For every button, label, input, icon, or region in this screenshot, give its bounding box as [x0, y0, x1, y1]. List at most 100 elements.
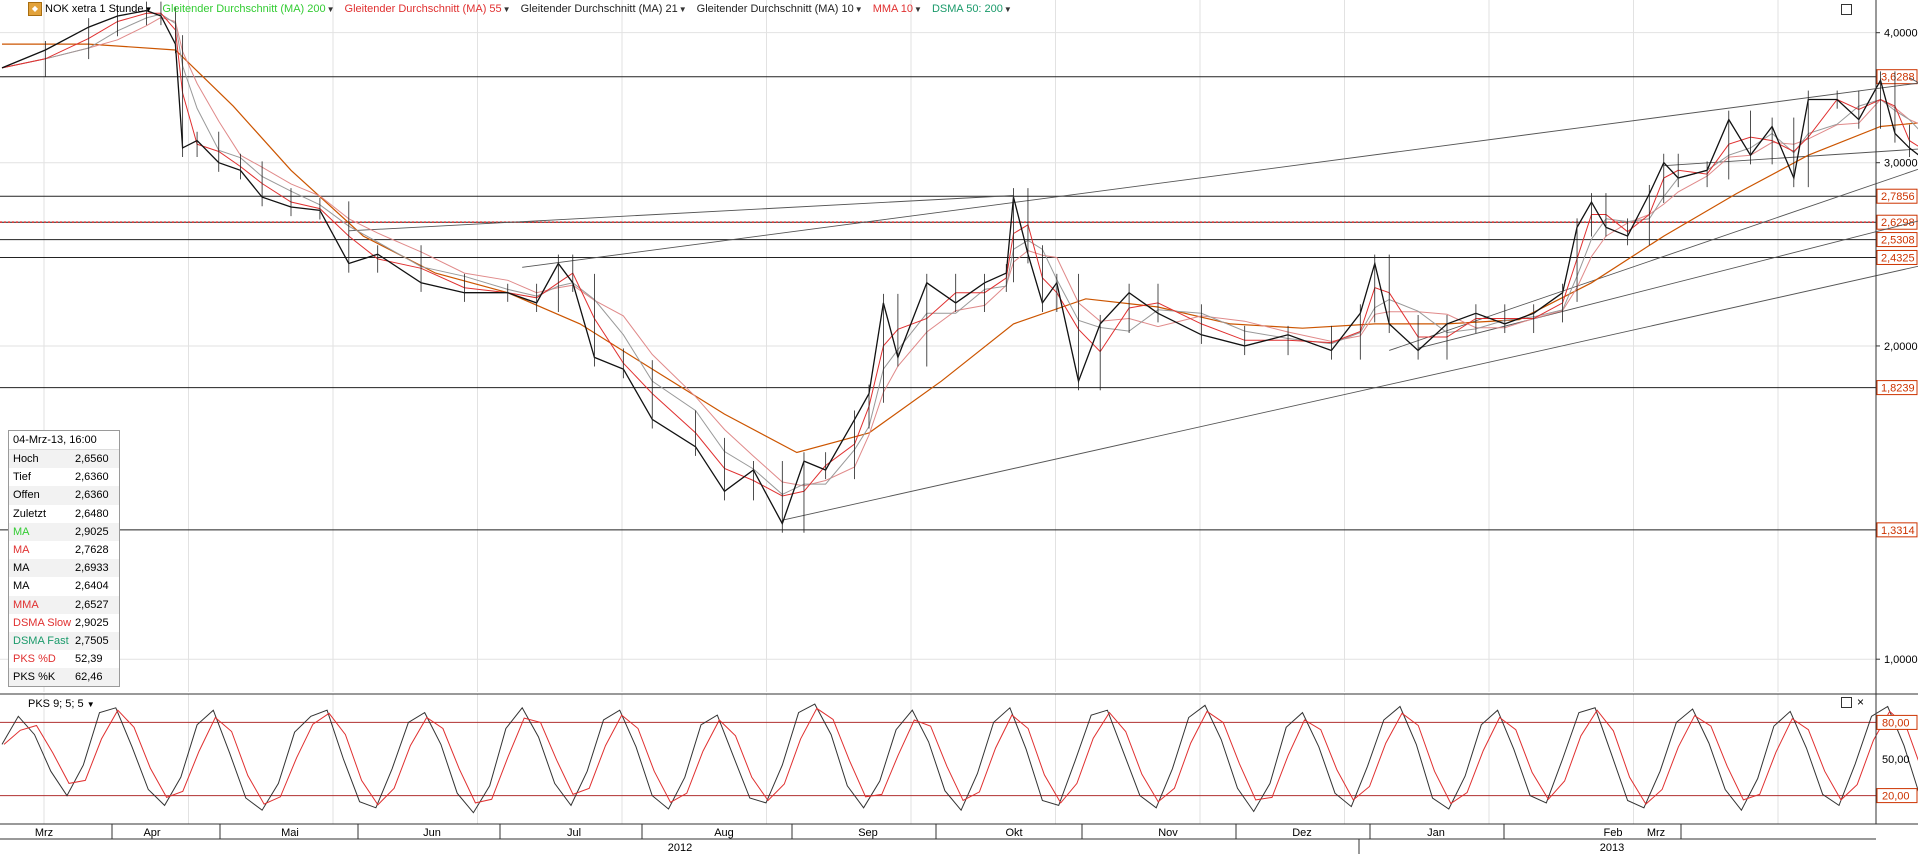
horizontal-levels: 3,6288 2,7856 2,6298 2,5308 2,4325 1,8239 1,33…: [0, 69, 1918, 538]
info-row-value: 2,6360: [75, 471, 109, 484]
info-row-label: MA: [13, 580, 30, 593]
x-tick-label: Jan: [1427, 827, 1445, 839]
info-row: MA 2,6933: [9, 559, 119, 578]
info-row: Tief 2,6360: [9, 468, 119, 486]
year-label: 2012: [668, 842, 692, 854]
level-label: 1,3314: [1881, 525, 1915, 537]
level-label-box: [1876, 188, 1918, 204]
info-row: Offen 2,6360: [9, 486, 119, 505]
pks-tick-box: [1876, 714, 1918, 730]
symbol-selector[interactable]: NOK xetra 1 Stunde▼: [45, 3, 152, 15]
ohlc-info-box: 04-Mrz-13, 16:00 Hoch 2,6560 Tief 2,6360 Off…: [8, 430, 120, 688]
level-label: 1,8239: [1881, 383, 1915, 395]
level-label: 3,6288: [1881, 72, 1915, 84]
year-label: 2013: [1600, 842, 1624, 854]
level-label: 2,7856: [1881, 191, 1915, 203]
symbol-label: NOK: [45, 3, 69, 15]
info-row-value: 2,6527: [75, 598, 109, 611]
y-tick-label: 4,0000: [1884, 28, 1918, 40]
trend-line: [1417, 220, 1918, 349]
x-tick-label: Apr: [143, 827, 160, 839]
pks-oscillator: [0, 693, 1918, 814]
chevron-down-icon: ▼: [144, 5, 153, 14]
indicator-label: Gleitender Durchschnitt (MA) 10: [696, 3, 854, 15]
info-row: DSMA Fast 2,7505: [9, 631, 119, 651]
info-row-value: 2,6560: [75, 453, 109, 465]
info-row-value: 2,6933: [75, 562, 109, 575]
level-label-box: [1876, 69, 1918, 85]
chevron-down-icon: ▼: [1003, 5, 1012, 14]
info-row: MA 2,7628: [9, 541, 119, 559]
info-row: Zuletzt 2,6480: [9, 505, 119, 523]
level-label-box: [1876, 380, 1918, 396]
level-label-box: [1876, 249, 1918, 265]
info-row-label: DSMA Fast: [13, 634, 69, 647]
pks-tick-box: [1876, 788, 1918, 804]
info-row-value: 52,39: [75, 653, 103, 666]
app-logo-icon: ◆: [28, 2, 42, 16]
indicator-items: Gleitender Durchschnitt (MA) 200▼ Gleiten…: [162, 3, 1021, 15]
info-row-value: 2,9025: [75, 525, 109, 538]
indicator-item[interactable]: Gleitender Durchschnitt (MA) 10▼: [697, 3, 863, 15]
info-row: PKS %K 62,46: [9, 668, 119, 687]
info-row: Hoch 2,6560: [9, 450, 119, 469]
indicator-legend: ◆ NOK xetra 1 Stunde▼ Gleitender Durchsc…: [0, 0, 1022, 18]
indicator-item[interactable]: Gleitender Durchschnitt (MA) 21▼: [521, 3, 687, 15]
info-row-value: 2,6404: [75, 580, 109, 593]
chevron-down-icon: ▼: [678, 5, 687, 14]
level-label-box: [1876, 232, 1918, 248]
level-label: 2,5308: [1881, 235, 1915, 247]
chevron-down-icon: ▼: [86, 700, 95, 709]
info-row-value: 62,46: [75, 671, 103, 684]
y-tick-label: 2,0000: [1884, 341, 1918, 353]
x-tick-label: Jun: [423, 827, 441, 839]
symbol-suffix: xetra 1 Stunde: [71, 3, 144, 15]
info-row-label: MA: [13, 562, 30, 575]
maximize-oscillator-icon[interactable]: [1841, 697, 1852, 708]
chevron-down-icon: ▼: [502, 5, 511, 14]
indicator-item[interactable]: DSMA 50: 200▼: [932, 3, 1012, 15]
info-row-label: Offen: [13, 489, 40, 502]
info-row-label: MMA: [13, 598, 39, 611]
x-tick-label: Mrz: [35, 827, 53, 839]
x-tick-label: Dez: [1292, 827, 1312, 839]
price-series: [1, 1, 1918, 533]
pks-tick-label: 50,00: [1882, 754, 1910, 766]
chevron-down-icon: ▼: [854, 5, 863, 14]
info-row-value: 2,6480: [75, 507, 109, 520]
x-tick-label: Aug: [714, 827, 734, 839]
x-tick-label: Okt: [1005, 827, 1022, 839]
info-row-label: PKS %K: [13, 671, 56, 684]
chevron-down-icon: ▼: [914, 5, 922, 14]
info-row-label: Zuletzt: [13, 507, 47, 520]
indicator-item[interactable]: MMA 10▼: [873, 3, 922, 15]
info-row-label: Tief: [13, 471, 31, 484]
y-tick-label: 1,0000: [1884, 654, 1918, 666]
level-label-box: [1876, 214, 1918, 230]
close-oscillator-icon[interactable]: ×: [1857, 695, 1865, 709]
info-row-label: DSMA Slow: [13, 616, 72, 629]
trend-line: [1663, 148, 1918, 167]
info-row: DSMA Slow 2,9025: [9, 614, 119, 632]
ma-fast-line: [1, 16, 1918, 487]
x-tick-label: Jul: [567, 827, 581, 839]
x-tick-label: Mrz: [1647, 827, 1665, 839]
maximize-icon[interactable]: [1841, 4, 1852, 15]
indicator-item[interactable]: Gleitender Durchschnitt (MA) 55▼: [345, 3, 511, 15]
level-label: 2,4325: [1881, 252, 1915, 264]
info-row: PKS %D 52,39: [9, 650, 119, 668]
pks-pane-label[interactable]: PKS 9; 5; 5 ▼: [28, 698, 95, 710]
indicator-item[interactable]: Gleitender Durchschnitt (MA) 200▼: [162, 3, 334, 15]
indicator-label: Gleitender Durchschnitt (MA) 21: [520, 3, 678, 15]
info-row-value: 2,7628: [75, 543, 109, 556]
trend-line: [1389, 168, 1918, 351]
indicator-label: DSMA 50: 200: [931, 3, 1003, 15]
level-label: 2,6298: [1881, 217, 1915, 229]
info-row-value: 2,6360: [75, 489, 109, 502]
pks-d-line: [3, 707, 1918, 806]
x-tick-label: Feb: [1604, 827, 1623, 839]
info-row: MA 2,6404: [9, 577, 119, 595]
